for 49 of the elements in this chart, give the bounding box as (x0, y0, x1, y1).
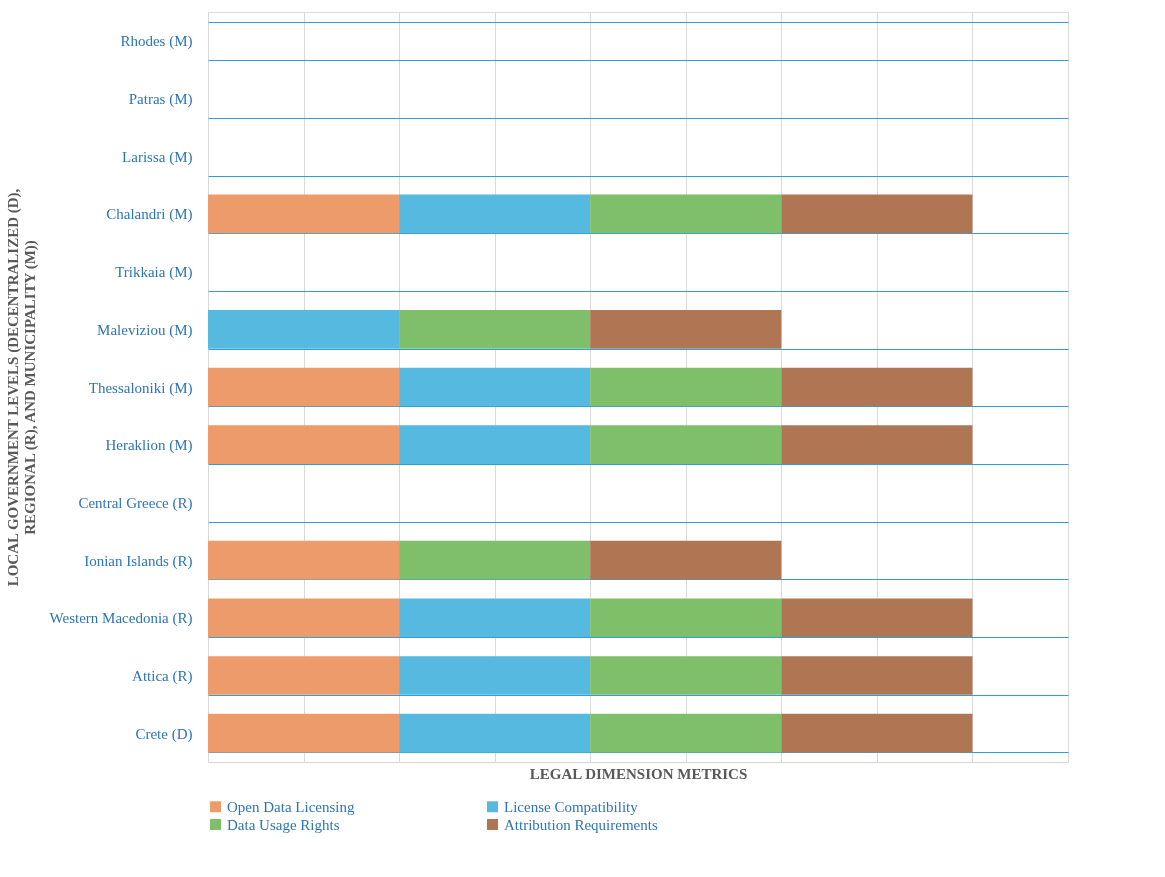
bar (590, 713, 782, 753)
legend-label: Data Usage Rights (227, 816, 340, 833)
bar (590, 540, 782, 580)
bar (590, 598, 782, 638)
bar (208, 425, 400, 465)
legend-label: Open Data Licensing (227, 798, 355, 815)
bar (208, 540, 400, 580)
x-axis-title: LEGAL DIMENSION METRICS (529, 765, 748, 782)
y-tick-label: Ionian Islands (R) (84, 552, 193, 570)
bar (208, 309, 400, 349)
y-tick-label: Western Macedonia (R) (49, 610, 193, 628)
bar (399, 309, 591, 349)
bar (590, 194, 782, 234)
bar (208, 713, 400, 753)
bar (399, 194, 591, 234)
y-tick-label: Thessaloniki (M) (88, 379, 193, 397)
bar (208, 194, 400, 234)
y-tick-label: Crete (D) (135, 725, 193, 743)
y-tick-label: Patras (M) (128, 91, 193, 109)
bar (590, 425, 782, 465)
bar (590, 309, 782, 349)
y-tick-label: Heraklion (M) (105, 437, 193, 455)
bar (208, 656, 400, 695)
bar (781, 194, 973, 234)
bar (399, 713, 591, 753)
bar (590, 367, 782, 407)
bar (399, 598, 591, 638)
y-axis-title: LOCAL GOVERNMENT LEVELS (DECENTRALIZED (D), REGIONAL (R), AND MUNICIPALITY (M)) (4, 188, 39, 587)
y-tick-label: Chalandri (M) (106, 206, 193, 224)
bar (399, 425, 591, 465)
y-tick-label: Central Greece (R) (78, 494, 193, 512)
bar (781, 598, 973, 638)
y-tick-label: Maleviziou (M) (97, 321, 193, 339)
y-tick-label: Rhodes (M) (120, 33, 193, 51)
bar (399, 656, 591, 695)
bar (208, 367, 400, 407)
legend-label: Attribution Requirements (504, 816, 658, 833)
y-tick-label: Larissa (M) (122, 148, 193, 166)
legend-label: License Compatibility (504, 798, 639, 815)
y-tick-label: Trikkaia (M) (115, 264, 193, 282)
bar (208, 598, 400, 638)
bar (781, 425, 973, 465)
bar (781, 713, 973, 753)
bar (781, 656, 973, 695)
bar (781, 367, 973, 407)
y-tick-label: Attica (R) (132, 667, 193, 685)
bar (399, 540, 591, 580)
bar (590, 656, 782, 695)
bar (399, 367, 591, 407)
